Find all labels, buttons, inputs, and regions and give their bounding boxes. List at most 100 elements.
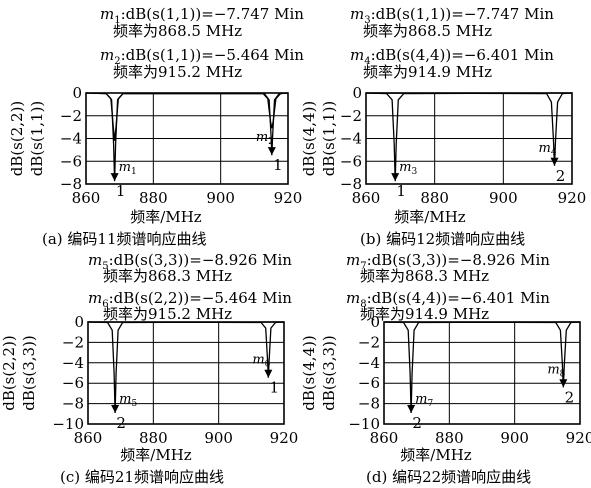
marker-label: m3 bbox=[399, 160, 417, 177]
x-tick-label: 900 bbox=[206, 189, 235, 207]
y-tick-label: −6 bbox=[358, 374, 380, 392]
marker-freq-m5: 频率为868.3 MHz bbox=[103, 267, 233, 285]
marker-trace-number: 2 bbox=[116, 414, 126, 432]
marker-freq-m8: 频率为914.9 MHz bbox=[360, 305, 490, 323]
y-axis-label: dB(s(2,2)) bbox=[8, 101, 26, 177]
x-tick-label: 880 bbox=[435, 429, 464, 447]
marker-trace-number: 1 bbox=[396, 182, 406, 200]
marker-label-sub: 3 bbox=[412, 167, 418, 177]
y-axis-label: dB(s(1,1)) bbox=[28, 101, 46, 177]
y-tick-label: −6 bbox=[340, 152, 362, 170]
y-tick-label: 0 bbox=[72, 84, 82, 102]
x-tick-label: 900 bbox=[204, 429, 233, 447]
marker-readout-m4: m4:dB(s(4,4))=−6.401 Min bbox=[350, 46, 554, 68]
series-line bbox=[365, 92, 573, 182]
marker-freq-m4: 频率为914.9 MHz bbox=[363, 63, 493, 81]
marker-arrow bbox=[110, 173, 119, 182]
marker-label-sub: 1 bbox=[131, 167, 137, 177]
x-tick-label: 880 bbox=[139, 429, 168, 447]
marker-label-sub: 2 bbox=[268, 137, 274, 147]
chart-plot-c: 860 880 900 920 0 −2 −4 −6 −8 −10 频率/MHz dB(s(2,2))… bbox=[0, 313, 299, 464]
y-tick-label: −2 bbox=[62, 333, 84, 351]
y-tick-label: −4 bbox=[358, 354, 380, 372]
marker-arrow bbox=[264, 369, 273, 378]
chart-plot-d: 860 880 900 920 0 −2 −4 −6 −8 −10 频率/MHz dB(s(4,4))… bbox=[300, 313, 591, 464]
marker-arrow bbox=[559, 379, 568, 388]
marker-label: m7 bbox=[415, 392, 433, 409]
y-tick-label: −8 bbox=[340, 175, 362, 193]
marker-freq-m3: 频率为868.5 MHz bbox=[363, 22, 493, 40]
y-tick-label: −2 bbox=[340, 107, 362, 125]
chart-caption-d: (d) 编码22频谱响应曲线 bbox=[366, 468, 532, 486]
x-axis-label: 频率/MHz bbox=[120, 446, 191, 464]
marker-arrow bbox=[111, 405, 120, 414]
x-tick-label: 920 bbox=[270, 429, 299, 447]
y-axis-label: dB(s(2,2)) bbox=[0, 335, 18, 411]
y-tick-label: 0 bbox=[352, 84, 362, 102]
marker-readout-m6: m6:dB(s(2,2))=−5.464 Min bbox=[88, 289, 292, 311]
y-tick-label: −6 bbox=[62, 374, 84, 392]
x-tick-label: 860 bbox=[74, 429, 103, 447]
chart-panel-b: m3:dB(s(1,1))=−7.747 Min 频率为868.5 MHz m4… bbox=[300, 0, 591, 250]
y-tick-label: −4 bbox=[62, 354, 84, 372]
x-tick-label: 920 bbox=[558, 189, 587, 207]
marker-freq-m1: 频率为868.5 MHz bbox=[113, 22, 243, 40]
y-tick-label: −4 bbox=[60, 130, 82, 148]
x-axis-label: 频率/MHz bbox=[130, 208, 201, 226]
chart-caption-a: (a) 编码11频谱响应曲线 bbox=[42, 230, 207, 248]
marker-label-sub: 6 bbox=[265, 360, 271, 370]
y-tick-label: −8 bbox=[62, 395, 84, 413]
marker-label-sub: 7 bbox=[427, 399, 433, 409]
marker-trace-number: 1 bbox=[270, 379, 280, 397]
y-tick-label: −10 bbox=[348, 415, 380, 433]
y-axis-label: dB(s(3,3)) bbox=[20, 335, 38, 411]
series-line bbox=[383, 321, 581, 388]
marker-readout-m1: m1:dB(s(1,1))=−7.747 Min bbox=[100, 5, 304, 27]
y-tick-label: −2 bbox=[358, 333, 380, 351]
series-line bbox=[365, 92, 573, 166]
series-line bbox=[87, 321, 285, 378]
chart-panel-a: m1:dB(s(1,1))=−7.747 Min 频率为868.5 MHz m2… bbox=[0, 0, 304, 250]
y-axis-label: dB(s(4,4)) bbox=[300, 335, 318, 411]
marker-trace-number: 1 bbox=[116, 182, 126, 200]
marker-freq-m7: 频率为868.3 MHz bbox=[360, 267, 490, 285]
marker-freq-m6: 频率为915.2 MHz bbox=[103, 305, 233, 323]
marker-readout-m8: m8:dB(s(4,4))=−6.401 Min bbox=[346, 289, 550, 311]
x-tick-label: 920 bbox=[274, 189, 303, 207]
marker-trace-number: 1 bbox=[273, 156, 283, 174]
y-tick-label: −8 bbox=[60, 175, 82, 193]
marker-label: m1 bbox=[119, 160, 137, 177]
marker-label-sub: 5 bbox=[131, 399, 137, 409]
y-axis-label: dB(s(4,4)) bbox=[300, 101, 318, 177]
marker-arrow bbox=[391, 173, 400, 182]
marker-readout-m3: m3:dB(s(1,1))=−7.747 Min bbox=[350, 5, 554, 27]
y-tick-label: −4 bbox=[340, 130, 362, 148]
marker-readout-m2: m2:dB(s(1,1))=−5.464 Min bbox=[100, 46, 304, 68]
series-line bbox=[85, 92, 289, 141]
x-tick-label: 860 bbox=[352, 189, 381, 207]
marker-freq-m2: 频率为915.2 MHz bbox=[113, 63, 243, 81]
y-tick-label: 0 bbox=[74, 313, 84, 331]
marker-trace-number: 2 bbox=[412, 414, 422, 432]
chart-caption-b: (b) 编码12频谱响应曲线 bbox=[360, 230, 526, 248]
x-axis-label: 频率/MHz bbox=[394, 208, 465, 226]
marker-arrow bbox=[267, 147, 276, 156]
y-tick-label: −2 bbox=[60, 107, 82, 125]
marker-trace-number: 2 bbox=[565, 388, 575, 406]
chart-panel-d: m7:dB(s(3,3))=−8.926 Min 频率为868.3 MHz m8… bbox=[300, 250, 591, 488]
chart-panel-c: m5:dB(s(3,3))=−8.926 Min 频率为868.3 MHz m6… bbox=[0, 250, 299, 488]
marker-label-sub: 8 bbox=[560, 369, 566, 379]
chart-plot-b: 860 880 900 920 0 −2 −4 −6 −8 频率/MHz dB(s(4,4)) dB(… bbox=[300, 84, 587, 226]
marker-label-sub: 4 bbox=[551, 148, 557, 158]
x-tick-label: 900 bbox=[489, 189, 518, 207]
marker-arrow bbox=[550, 157, 559, 166]
y-tick-label: −8 bbox=[358, 395, 380, 413]
x-tick-label: 860 bbox=[72, 189, 101, 207]
y-axis-label: dB(s(3,3)) bbox=[320, 335, 338, 411]
y-axis-label: dB(s(1,1)) bbox=[320, 101, 338, 177]
marker-readout-m7: m7:dB(s(3,3))=−8.926 Min bbox=[346, 251, 550, 273]
x-tick-label: 860 bbox=[370, 429, 399, 447]
chart-caption-c: (c) 编码21频谱响应曲线 bbox=[60, 468, 224, 486]
x-tick-label: 880 bbox=[420, 189, 449, 207]
x-axis-label: 频率/MHz bbox=[400, 446, 471, 464]
